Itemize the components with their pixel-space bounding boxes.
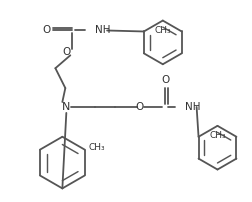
Text: O: O [162, 75, 170, 85]
Text: O: O [62, 47, 71, 57]
Text: O: O [136, 102, 144, 112]
Text: N: N [62, 102, 71, 112]
Text: CH₃: CH₃ [88, 143, 105, 152]
Text: NH: NH [95, 25, 111, 36]
Text: NH: NH [185, 102, 200, 112]
Text: CH₃: CH₃ [154, 26, 171, 35]
Text: CH₃: CH₃ [209, 131, 226, 140]
Text: O: O [42, 25, 51, 36]
